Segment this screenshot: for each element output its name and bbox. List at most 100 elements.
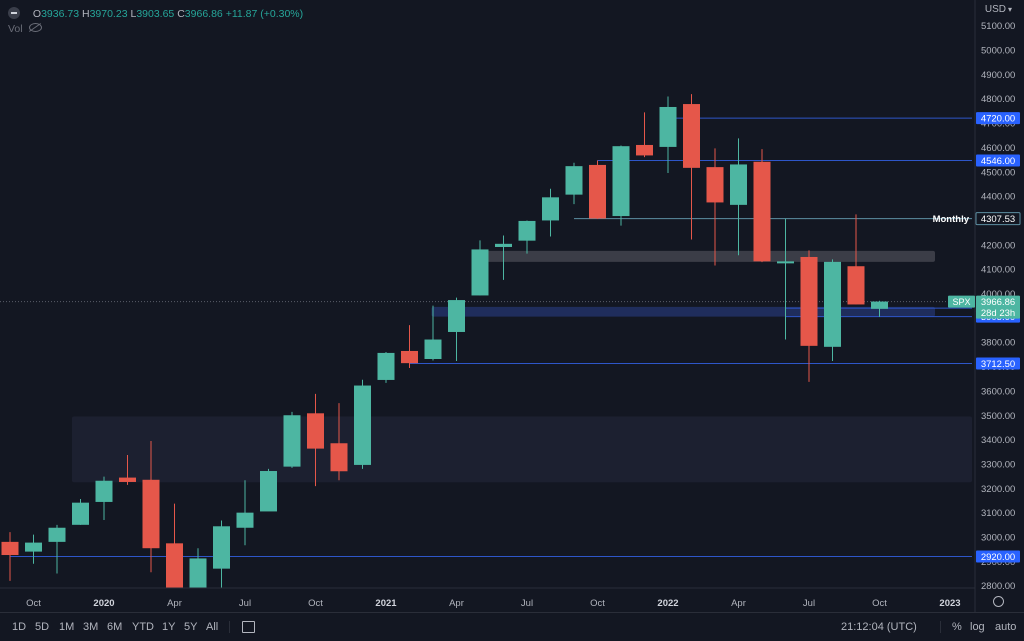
currency-label: USD	[984, 4, 1006, 15]
candle-down	[589, 164, 606, 219]
auto-toggle[interactable]: auto	[995, 621, 1017, 633]
range-button-1m[interactable]: 1M	[59, 621, 75, 633]
high-value: 3970.23	[89, 8, 128, 20]
y-tick-label: 4100.00	[981, 265, 1015, 276]
candle-down	[800, 256, 818, 346]
y-tick-label: 2800.00	[981, 581, 1015, 592]
x-tick-label: Oct	[872, 598, 887, 609]
ohlc-legend: O3936.73 H3970.23 L3903.65 C3966.86 +11.…	[8, 7, 303, 20]
candle-down	[636, 144, 653, 156]
level-price-label: 4307.53	[981, 214, 1015, 225]
low-value: 3903.65	[136, 8, 175, 20]
level-price-label: 4720.00	[981, 114, 1015, 125]
open-label: O	[32, 8, 42, 20]
y-tick-label: 3200.00	[981, 484, 1015, 495]
x-tick-label: 2022	[657, 598, 678, 609]
hidden-eye-icon[interactable]	[28, 23, 42, 32]
candle-down	[1, 541, 19, 556]
candle-up	[495, 243, 512, 247]
close-label: C	[177, 8, 185, 20]
candle-down	[683, 104, 700, 168]
candle-down	[307, 413, 324, 449]
candle-up	[377, 352, 395, 380]
level-price-label: 3712.50	[981, 359, 1015, 370]
current-price-label-bg	[976, 295, 1020, 319]
volume-legend[interactable]: Vol	[8, 23, 42, 35]
level-price-label-bg	[975, 212, 1021, 226]
candle-up	[824, 261, 841, 347]
level-price-label: 4546.00	[981, 156, 1015, 167]
y-tick-label: 5000.00	[981, 46, 1015, 57]
x-tick-label: 2020	[93, 598, 114, 609]
range-button-5d[interactable]: 5D	[35, 621, 50, 633]
toolbar-divider	[940, 621, 941, 633]
range-button-all[interactable]: All	[206, 621, 219, 633]
candle-down	[330, 443, 348, 472]
y-tick-label: 4900.00	[981, 70, 1015, 81]
x-tick-label: Oct	[308, 598, 323, 609]
y-tick-label: 3300.00	[981, 459, 1015, 470]
candle-down	[706, 167, 724, 203]
candle-up	[95, 480, 113, 502]
candle-up	[236, 512, 254, 528]
currency-selector[interactable]: USD ▾	[985, 4, 1012, 15]
range-button-3m[interactable]: 3M	[83, 621, 99, 633]
x-tick-label: Apr	[731, 598, 746, 609]
toolbar-divider	[229, 621, 230, 633]
candle-up	[542, 197, 559, 221]
change-value: +11.87 (+0.30%)	[225, 8, 304, 20]
y-tick-label: 4400.00	[981, 192, 1015, 203]
x-tick-label: 2023	[939, 598, 960, 609]
clock-time[interactable]: 21:12:04 (UTC)	[841, 621, 917, 633]
y-tick-label: 4800.00	[981, 94, 1015, 105]
level-price-label-bg	[976, 154, 1020, 167]
candle-up	[659, 106, 677, 147]
level-price-label-bg	[976, 550, 1020, 563]
candle-up	[565, 166, 583, 195]
high-label: H	[81, 8, 90, 20]
level-name-label: Monthly	[933, 214, 970, 225]
y-tick-label: 4000.00	[981, 289, 1015, 300]
range-button-ytd[interactable]: YTD	[132, 621, 154, 633]
zone-0	[72, 416, 972, 483]
candle-down	[119, 477, 136, 482]
log-toggle[interactable]: log	[970, 621, 985, 633]
settings-gear-icon[interactable]	[993, 596, 1004, 607]
open-value: 3936.73	[41, 8, 80, 20]
bottom-toolbar: 1D 5D 1M 3M 6M YTD 1Y 5Y All 21:12:04 (U…	[0, 612, 1024, 641]
candle-up	[871, 301, 888, 309]
calendar-icon[interactable]	[242, 621, 255, 633]
zone-1	[471, 250, 935, 262]
y-tick-label: 3100.00	[981, 508, 1015, 519]
x-tick-label: Jul	[239, 598, 251, 609]
candle-up	[25, 542, 42, 552]
x-tick-label: Oct	[590, 598, 605, 609]
candle-up	[730, 164, 747, 205]
x-tick-label: Oct	[26, 598, 41, 609]
candle-up	[518, 220, 536, 241]
y-tick-label: 5100.00	[981, 21, 1015, 32]
symbol-tag: SPX	[952, 297, 970, 307]
candle-up	[777, 261, 794, 264]
y-tick-label: 4500.00	[981, 167, 1015, 178]
candle-up	[213, 526, 230, 569]
candle-up	[260, 471, 277, 512]
y-tick-label: 3400.00	[981, 435, 1015, 446]
candle-up	[471, 249, 489, 296]
range-button-1y[interactable]: 1Y	[162, 621, 176, 633]
y-tick-label: 3800.00	[981, 338, 1015, 349]
range-button-6m[interactable]: 6M	[107, 621, 123, 633]
candle-up	[354, 385, 371, 465]
range-button-5y[interactable]: 5Y	[184, 621, 198, 633]
range-button-1d[interactable]: 1D	[12, 621, 27, 633]
candle-down	[847, 266, 865, 305]
candle-up	[72, 502, 89, 525]
level-price-label: 2920.00	[981, 552, 1015, 563]
percent-toggle[interactable]: %	[952, 621, 962, 633]
x-tick-label: Apr	[167, 598, 182, 609]
close-value: 3966.86	[184, 8, 223, 20]
level-price-label-bg	[976, 357, 1020, 370]
symbol-icon[interactable]	[8, 7, 20, 19]
y-tick-label: 3000.00	[981, 533, 1015, 544]
